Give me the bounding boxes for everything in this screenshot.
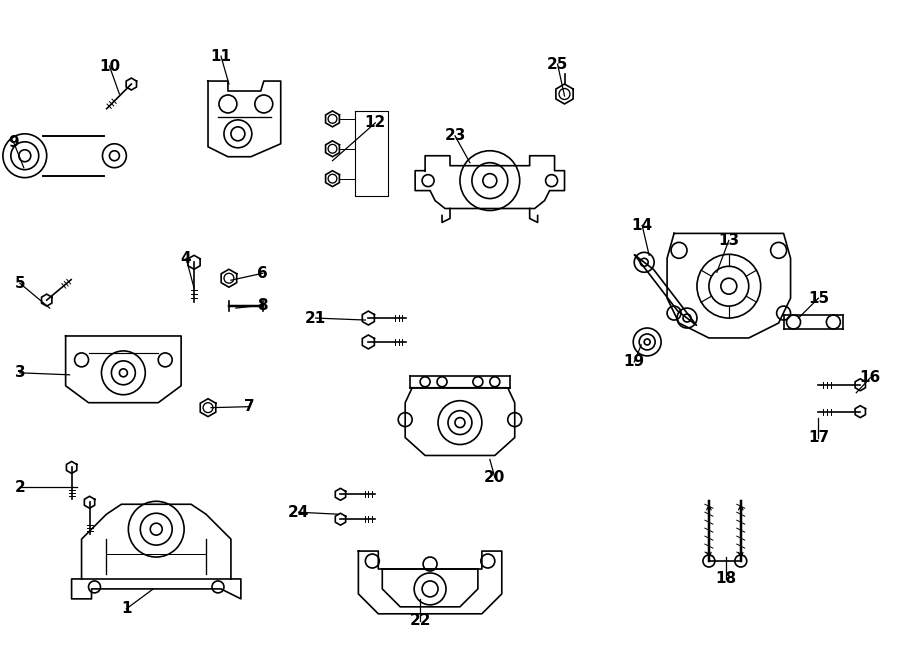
Text: 15: 15 [808,291,829,305]
Text: 13: 13 [718,233,740,248]
Text: 24: 24 [288,505,310,520]
Text: 5: 5 [14,276,25,291]
Text: 8: 8 [257,297,268,313]
Text: 19: 19 [624,354,644,369]
Text: 21: 21 [305,311,326,326]
Text: 18: 18 [716,572,736,586]
Text: 3: 3 [14,366,25,380]
Text: 2: 2 [14,480,25,495]
Text: 4: 4 [181,251,192,266]
Text: 20: 20 [484,470,506,485]
Text: 6: 6 [257,266,268,281]
Text: 16: 16 [860,370,881,385]
Text: 23: 23 [445,128,465,143]
Text: 1: 1 [122,602,131,616]
Text: 12: 12 [364,116,386,130]
Text: 25: 25 [547,57,568,71]
Text: 22: 22 [410,613,431,628]
Text: 14: 14 [632,218,652,233]
Text: 9: 9 [8,136,19,150]
Text: 11: 11 [211,49,231,63]
Text: 17: 17 [808,430,829,445]
Text: 10: 10 [99,59,120,73]
Text: 7: 7 [244,399,254,414]
